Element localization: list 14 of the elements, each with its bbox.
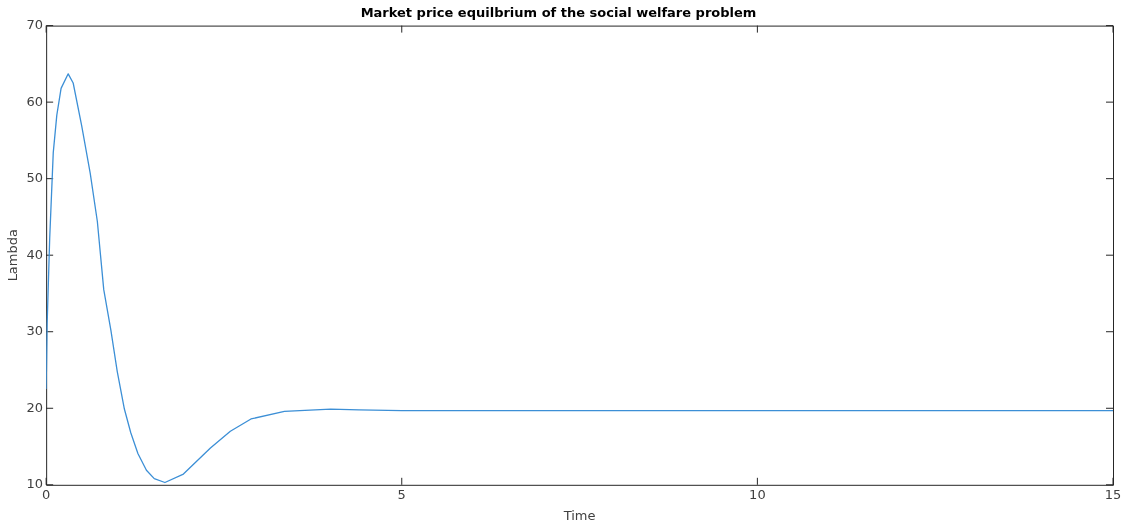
y-tick-label: 50 [26, 170, 44, 186]
y-tick-label: 70 [26, 16, 44, 32]
x-axis-title: Time [562, 507, 596, 523]
y-axis-title: Lambda [5, 229, 21, 282]
x-tick-label: 0 [42, 486, 51, 502]
y-tick-label: 20 [26, 399, 44, 415]
y-tick-label: 30 [26, 323, 44, 339]
y-tick-label: 60 [26, 93, 44, 109]
x-tick-label: 15 [1104, 486, 1122, 502]
x-tick-label: 5 [397, 486, 406, 502]
y-tick-label: 10 [26, 476, 44, 492]
chart-title: Market price equilbrium of the social welfare problem [360, 5, 757, 21]
x-tick-label: 10 [749, 486, 766, 502]
y-tick-label: 40 [26, 246, 44, 262]
